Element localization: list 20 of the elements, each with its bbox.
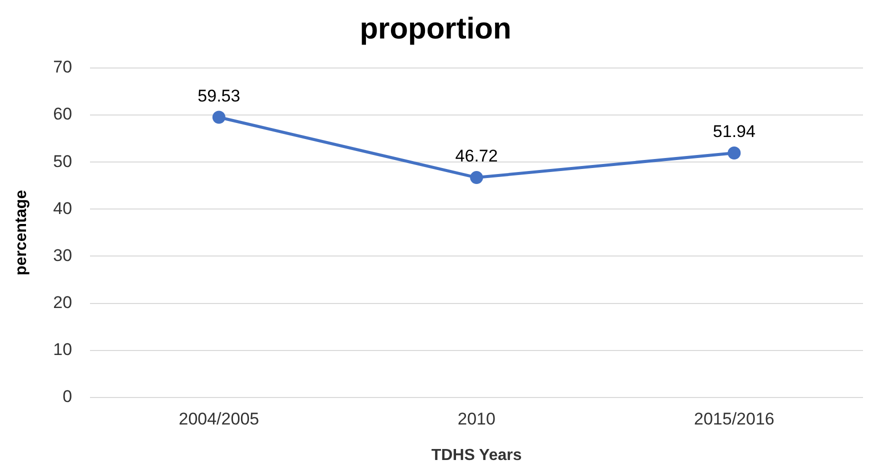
data-label: 51.94 (712, 122, 756, 142)
y-tick-label: 50 (53, 152, 72, 171)
y-tick-label: 20 (53, 292, 72, 312)
y-tick-label: 0 (62, 387, 72, 406)
y-tick-label: 30 (53, 246, 72, 265)
x-tick-label: 2010 (458, 409, 496, 428)
y-axis-title: percentage (13, 190, 30, 276)
data-label: 46.72 (455, 146, 498, 166)
y-tick-label: 40 (53, 198, 72, 218)
point (470, 171, 484, 184)
chart-title: proportion (360, 12, 512, 46)
point (728, 146, 741, 160)
data-label: 59.53 (198, 86, 240, 106)
x-tick-label: 2015/2016 (694, 409, 774, 428)
y-tick-label: 70 (53, 58, 72, 77)
y-tick-label: 10 (53, 340, 72, 360)
y-tick-label: 60 (53, 104, 72, 124)
x-axis-title: TDHS Years (431, 446, 522, 464)
point (212, 110, 226, 124)
x-tick-label: 2004/2005 (178, 409, 260, 428)
